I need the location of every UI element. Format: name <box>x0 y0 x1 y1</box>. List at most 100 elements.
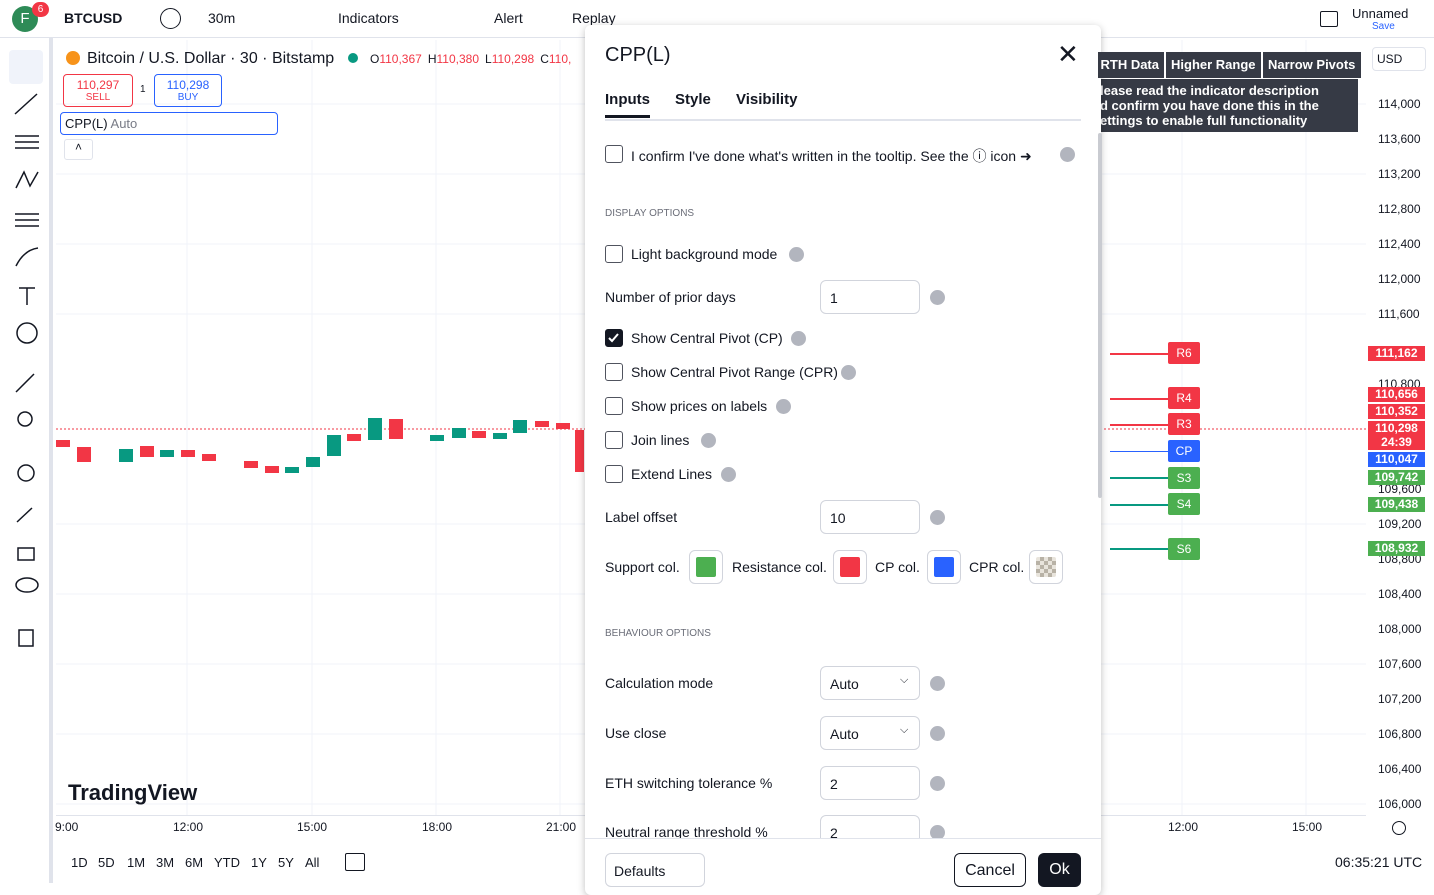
info-icon[interactable] <box>930 776 945 791</box>
info-icon[interactable] <box>930 676 945 691</box>
decor <box>18 629 34 647</box>
info-icon[interactable] <box>930 290 945 305</box>
range-button[interactable]: 5D <box>98 855 115 870</box>
collapse-button[interactable]: ˄ <box>64 139 93 160</box>
range-button[interactable]: 3M <box>156 855 175 870</box>
pivot-label: S4 <box>1168 493 1200 515</box>
time-tick: 18:00 <box>422 820 453 834</box>
decor <box>285 467 299 473</box>
info-icon[interactable] <box>791 331 806 346</box>
range-button[interactable]: YTD <box>214 855 240 870</box>
checkbox[interactable] <box>605 245 623 263</box>
price-tick: 113,600 <box>1378 132 1421 146</box>
settings-icon[interactable] <box>1392 821 1406 835</box>
decor <box>327 435 341 456</box>
checkbox-label: Light background mode <box>631 246 778 262</box>
range-button[interactable]: 5Y <box>278 855 294 870</box>
tab[interactable]: Style <box>675 91 711 108</box>
tab[interactable]: Visibility <box>736 91 798 108</box>
date-range-icon[interactable] <box>345 853 365 871</box>
ok-button[interactable]: Ok <box>1038 853 1081 887</box>
info-icon[interactable] <box>930 510 945 525</box>
decor <box>19 287 35 305</box>
buy-label: BUY <box>177 92 199 103</box>
checkbox[interactable] <box>605 363 623 381</box>
decor <box>56 440 70 447</box>
info-icon[interactable] <box>841 365 856 380</box>
decor <box>15 170 39 189</box>
checkbox[interactable] <box>605 329 623 347</box>
ohlc-item: H110,380 <box>428 52 479 66</box>
banner-button[interactable]: Narrow Pivots <box>1263 52 1361 78</box>
checkbox[interactable] <box>605 145 623 163</box>
price-tick: 112,800 <box>1378 202 1421 216</box>
checkbox[interactable] <box>605 431 623 449</box>
price-label: 109,742 <box>1368 470 1425 485</box>
input[interactable]: 1 <box>820 280 920 314</box>
indicator-legend[interactable]: CPP(L) Auto <box>60 112 278 135</box>
info-icon[interactable] <box>776 399 791 414</box>
buy-button[interactable]: 110,298 BUY <box>154 74 222 107</box>
replay[interactable]: Replay <box>572 10 616 26</box>
field-label: Number of prior days <box>605 289 736 305</box>
currency[interactable]: USD <box>1372 47 1426 71</box>
input[interactable]: 2 <box>820 766 920 800</box>
tool-icons <box>14 93 39 647</box>
sell-button[interactable]: 110,297 SELL <box>63 74 133 107</box>
info-icon[interactable] <box>789 247 804 262</box>
tab[interactable]: Inputs <box>605 91 650 118</box>
banner-line: ettings to enable full functionality <box>1100 113 1308 128</box>
alert[interactable]: Alert <box>494 10 523 26</box>
range-button[interactable]: 6M <box>185 855 204 870</box>
input[interactable]: 10 <box>820 500 920 534</box>
price-label: 110,352 <box>1368 404 1425 419</box>
layout-name[interactable]: Unnamed <box>1352 6 1409 21</box>
checkbox[interactable] <box>605 465 623 483</box>
cancel-button[interactable]: Cancel <box>954 853 1026 887</box>
range-button[interactable]: 1M <box>127 855 146 870</box>
field-label: Neutral range threshold % <box>605 824 768 838</box>
color-swatch[interactable] <box>689 550 723 584</box>
info-icon[interactable] <box>1060 147 1075 162</box>
input[interactable]: 2 <box>820 815 920 838</box>
indicators[interactable]: Indicators <box>338 10 399 26</box>
color-swatch[interactable] <box>927 550 961 584</box>
symbol[interactable]: BTCUSD <box>64 10 123 26</box>
decor <box>16 507 33 523</box>
decor <box>119 418 527 473</box>
checkbox[interactable] <box>605 397 623 415</box>
info-icon[interactable] <box>701 433 716 448</box>
decor <box>452 428 466 438</box>
decor <box>202 454 216 461</box>
dialog-title: CPP(L) <box>605 44 671 66</box>
range-button[interactable]: All <box>305 855 320 870</box>
watermark: TradingView <box>68 780 198 805</box>
info-icon[interactable] <box>930 726 945 741</box>
price-tick: 109,600 <box>1378 482 1422 496</box>
ohlc-key: L <box>485 52 492 66</box>
interval[interactable]: 30m <box>208 10 236 26</box>
close-button[interactable]: ✕ <box>1057 39 1079 69</box>
price-tick: 108,000 <box>1378 622 1422 636</box>
tool-cursor[interactable] <box>9 50 43 84</box>
defaults-select[interactable]: Defaults <box>605 853 705 887</box>
ohlc-item: L110,298 <box>485 52 534 66</box>
color-swatch[interactable] <box>833 550 867 584</box>
select[interactable]: Auto <box>820 716 920 750</box>
select[interactable]: Auto <box>820 666 920 700</box>
save[interactable]: Save <box>1372 21 1395 32</box>
checkbox-label: Show Central Pivot Range (CPR) <box>631 364 838 380</box>
range-button[interactable]: 1Y <box>251 855 267 870</box>
banner-button[interactable]: RTH Data <box>1098 52 1164 78</box>
decor <box>430 435 444 441</box>
banner-button[interactable]: Higher Range <box>1166 52 1261 78</box>
checkbox-label: Show Central Pivot (CP) <box>631 330 783 346</box>
decor <box>1110 477 1168 550</box>
info-icon[interactable] <box>721 467 736 482</box>
checkbox-label: Join lines <box>631 432 690 448</box>
color-swatch[interactable] <box>1029 550 1063 584</box>
field-label: Use close <box>605 725 667 741</box>
range-button[interactable]: 1D <box>71 855 88 870</box>
info-icon[interactable] <box>930 825 945 838</box>
add-symbol[interactable] <box>160 8 181 29</box>
